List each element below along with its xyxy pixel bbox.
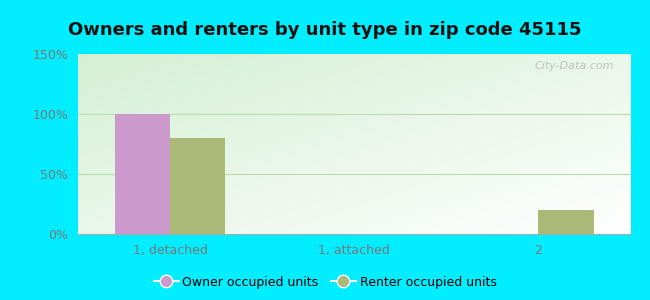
Legend: Owner occupied units, Renter occupied units: Owner occupied units, Renter occupied un…	[148, 271, 502, 294]
Text: City-Data.com: City-Data.com	[534, 61, 614, 71]
Bar	[538, 210, 593, 234]
Bar	[170, 138, 226, 234]
Text: Owners and renters by unit type in zip code 45115: Owners and renters by unit type in zip c…	[68, 21, 582, 39]
Bar	[115, 114, 170, 234]
